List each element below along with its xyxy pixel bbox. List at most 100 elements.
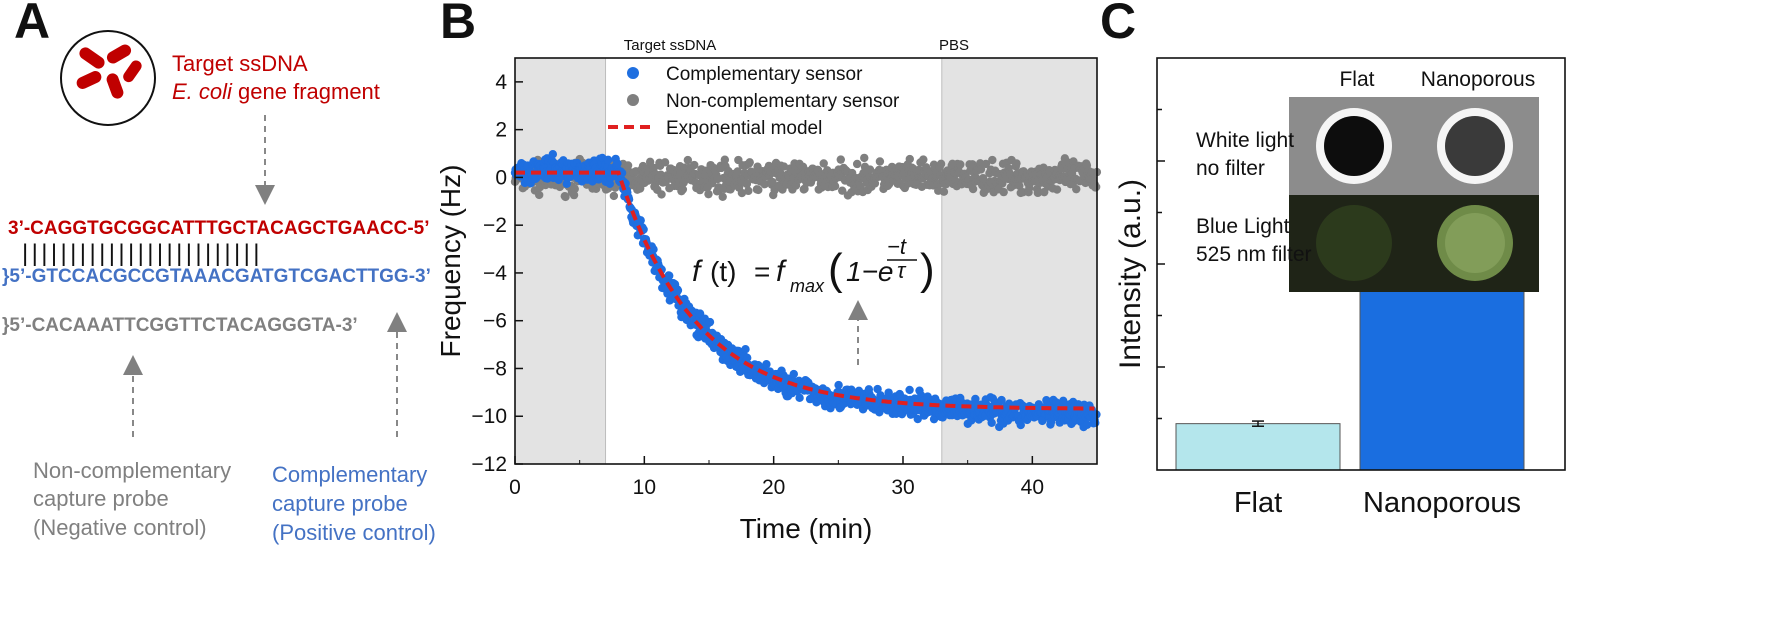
- point-noncomp: [1052, 185, 1062, 194]
- category-label-flat: Flat: [1234, 487, 1282, 519]
- comp-probe-label: Complementary capture probe (Positive co…: [272, 462, 436, 545]
- x-tick-label: 30: [891, 476, 914, 499]
- series-exponential-model: [515, 170, 1095, 411]
- panel-a-diagram: A Target ssDNA E. coli gene fragment 3’-…: [2, 0, 436, 545]
- panel-c: C Flat Nanoporous Intensity (a.u.) Flat N…: [1100, 0, 1775, 622]
- point-noncomp: [978, 174, 988, 183]
- point-noncomp: [875, 157, 885, 166]
- point-comp: [795, 393, 804, 403]
- point-noncomp: [561, 192, 570, 202]
- inset-row2-line2: 525 nm filter: [1196, 243, 1312, 266]
- point-noncomp: [657, 190, 666, 199]
- point-noncomp: [919, 155, 928, 164]
- seq-target: 3’-CAGGTGCGGCATTTGCTACAGCTGAACC-5’: [8, 218, 430, 239]
- category-label-nanoporous: Nanoporous: [1363, 487, 1521, 519]
- point-noncomp: [745, 158, 754, 167]
- svg-text:(t): (t): [710, 256, 736, 287]
- y-axis-label: Intensity (a.u.): [1114, 179, 1147, 369]
- point-comp: [743, 353, 752, 363]
- ecoli-icon: [76, 44, 142, 99]
- point-noncomp: [534, 190, 544, 200]
- svg-text:−t: −t: [887, 234, 907, 259]
- point-noncomp: [956, 160, 965, 169]
- seq-hybrid-bars: |||||||||||||||||||||||||: [22, 240, 263, 267]
- y-tick-label: 2: [495, 119, 507, 142]
- svg-text:Non-complementary: Non-complementary: [33, 458, 231, 483]
- point-noncomp: [936, 159, 946, 169]
- point-noncomp: [838, 186, 847, 195]
- point-noncomp: [718, 192, 727, 201]
- legend: Complementary sensor Non-complementary se…: [608, 64, 900, 139]
- legend-label-1: Non-complementary sensor: [666, 91, 900, 112]
- point-noncomp: [720, 155, 730, 164]
- point-comp: [605, 179, 615, 188]
- y-tick-label: −12: [471, 453, 507, 476]
- point-comp: [665, 271, 674, 280]
- point-comp: [1091, 418, 1100, 428]
- point-comp: [884, 388, 893, 397]
- comp-arrow-head: [387, 312, 407, 332]
- point-noncomp: [852, 159, 862, 169]
- svg-text:1−e: 1−e: [846, 256, 894, 287]
- nano-well-dark: [1445, 116, 1505, 176]
- svg-text:max: max: [790, 276, 825, 296]
- point-comp: [1082, 420, 1092, 430]
- inset-col-nano: Nanoporous: [1421, 68, 1535, 91]
- svg-text:capture probe: capture probe: [33, 486, 169, 511]
- point-comp: [997, 395, 1006, 405]
- point-noncomp: [760, 180, 769, 189]
- x-tick-label: 0: [509, 476, 521, 499]
- point-noncomp: [737, 188, 747, 198]
- point-noncomp: [988, 155, 997, 165]
- point-comp: [673, 286, 683, 295]
- point-noncomp: [1091, 182, 1101, 192]
- target-ssdna-label: Target ssDNA: [172, 51, 308, 76]
- panel-a: A Target ssDNA E. coli gene fragment 3’-…: [0, 0, 510, 622]
- point-comp: [873, 384, 882, 394]
- y-tick-label: −4: [483, 262, 507, 285]
- point-noncomp: [1033, 188, 1043, 198]
- shaded-region-0: [515, 58, 606, 464]
- noncomp-arrow-head: [123, 355, 143, 375]
- point-noncomp: [678, 185, 688, 194]
- panel-b: B 0 10 20 30 40 4 2 0 −2 −4 −6 −8 −10 −12 Time (min) Fr…: [430, 0, 1230, 622]
- point-noncomp: [976, 165, 986, 174]
- svg-text:τ: τ: [897, 258, 907, 283]
- point-comp: [762, 360, 771, 369]
- point-noncomp: [860, 153, 869, 163]
- svg-text:(: (: [828, 245, 843, 294]
- point-comp: [636, 216, 645, 225]
- exponential-formula: f (t) = f max ( 1−e −t τ ): [692, 234, 935, 296]
- inset-col-flat: Flat: [1339, 68, 1374, 91]
- y-tick-label: 0: [495, 166, 507, 189]
- point-noncomp: [981, 159, 991, 169]
- bar-flat: [1175, 423, 1341, 471]
- y-axis-label: Frequency (Hz): [435, 165, 466, 358]
- point-noncomp: [939, 187, 949, 196]
- point-noncomp: [865, 165, 875, 174]
- point-noncomp: [968, 184, 978, 194]
- point-comp: [649, 245, 658, 254]
- bar-nanoporous: [1359, 263, 1525, 471]
- point-noncomp: [1072, 184, 1081, 194]
- y-tick-label: 4: [495, 71, 507, 94]
- point-comp: [987, 418, 996, 427]
- point-comp: [741, 345, 750, 354]
- noncomp-probe-label: Non-complementary capture probe (Negativ…: [33, 458, 231, 540]
- target-ssdna-marker-label: Target ssDNA: [624, 37, 717, 54]
- point-noncomp: [733, 167, 742, 176]
- target-arrow-head: [255, 185, 275, 205]
- point-comp: [789, 369, 798, 379]
- point-noncomp: [569, 190, 579, 200]
- point-comp: [613, 159, 622, 168]
- point-comp: [929, 414, 939, 424]
- point-noncomp: [704, 189, 713, 199]
- seq-complementary: }5’-GTCCACGCCGTAAACGATGTCGACTTGG-3’: [2, 266, 431, 287]
- y-tick-label: −10: [471, 405, 507, 428]
- x-tick-label: 40: [1021, 476, 1044, 499]
- x-tick-label: 10: [633, 476, 656, 499]
- y-tick-label: −2: [483, 214, 507, 237]
- flat-well-dark: [1324, 116, 1384, 176]
- seq-noncomplementary: }5’-CACAAATTCGGTTCTACAGGGTA-3’: [2, 315, 358, 336]
- point-noncomp: [623, 161, 633, 170]
